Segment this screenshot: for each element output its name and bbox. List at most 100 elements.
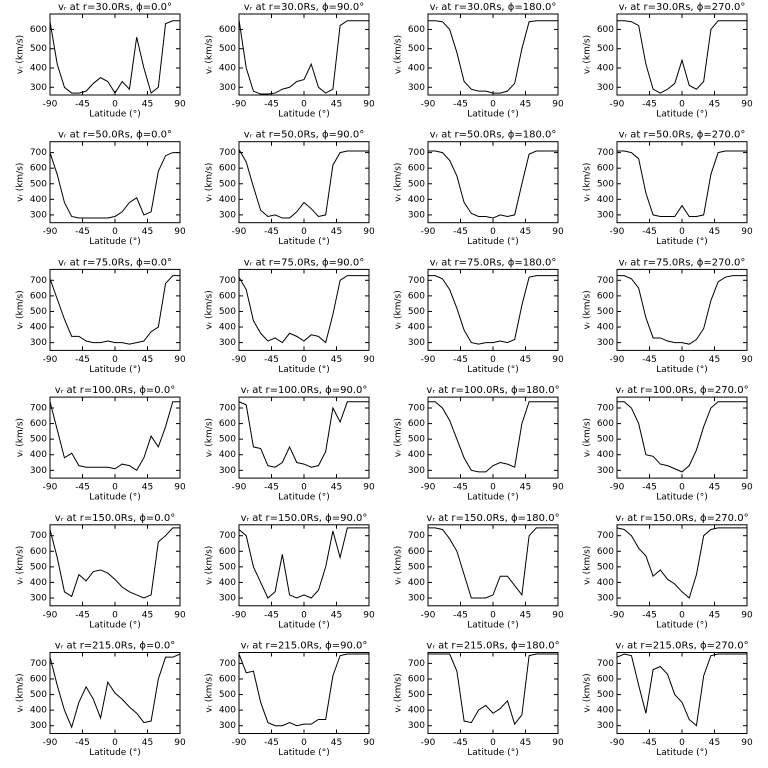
y-tick-label: 500 xyxy=(597,690,614,700)
y-tick-label: 500 xyxy=(597,44,614,54)
chart-title: vᵣ at r=150.0Rs, ϕ=180.0° xyxy=(426,513,559,524)
y-tick-label: 500 xyxy=(219,435,236,445)
data-line xyxy=(616,527,747,599)
plot-frame xyxy=(49,141,181,224)
y-tick-label: 600 xyxy=(408,419,425,429)
plot-frame xyxy=(616,524,748,607)
y-tick-label: 300 xyxy=(30,338,47,348)
y-tick-label: 500 xyxy=(219,690,236,700)
y-tick-label: 300 xyxy=(408,594,425,604)
y-tick-label: 400 xyxy=(219,706,236,716)
x-axis-label: Latitude (°) xyxy=(89,237,140,247)
y-tick-label: 400 xyxy=(408,323,425,333)
x-tick-label: 0 xyxy=(679,227,685,237)
x-tick-label: 90 xyxy=(363,738,375,748)
y-tick-label: 300 xyxy=(219,83,236,93)
y-tick-label: 600 xyxy=(408,164,425,174)
y-tick-label: 700 xyxy=(30,276,47,286)
chart-title: vᵣ at r=100.0Rs, ϕ=180.0° xyxy=(426,385,559,396)
x-tick-label: -90 xyxy=(232,610,247,620)
y-tick-label: 600 xyxy=(219,164,236,174)
x-tick-label: 0 xyxy=(490,355,496,365)
plot-frame xyxy=(238,396,370,479)
y-tick-label: 300 xyxy=(597,594,614,604)
x-tick-label: 45 xyxy=(709,483,720,493)
chart-title: vᵣ at r=215.0Rs, ϕ=270.0° xyxy=(615,641,748,652)
chart-title: vᵣ at r=50.0Rs, ϕ=270.0° xyxy=(619,130,746,141)
y-tick-label: 500 xyxy=(408,435,425,445)
x-tick-label: -45 xyxy=(453,738,468,748)
chart-title: vᵣ at r=30.0Rs, ϕ=90.0° xyxy=(244,2,364,13)
y-tick-label: 500 xyxy=(219,562,236,572)
x-tick-label: -45 xyxy=(642,738,657,748)
y-axis-label: vᵣ (km/s) xyxy=(16,673,26,712)
x-tick-label: 45 xyxy=(331,355,342,365)
y-tick-label: 500 xyxy=(219,307,236,317)
y-axis-label: vᵣ (km/s) xyxy=(583,418,593,457)
chart-title: vᵣ at r=75.0Rs, ϕ=180.0° xyxy=(430,257,557,268)
y-tick-label: 700 xyxy=(30,659,47,669)
x-tick-label: -90 xyxy=(610,355,625,365)
x-tick-label: 0 xyxy=(490,483,496,493)
x-tick-label: -45 xyxy=(642,355,657,365)
x-tick-label: 45 xyxy=(520,483,531,493)
y-tick-label: 500 xyxy=(30,562,47,572)
plot-frame xyxy=(427,268,559,351)
x-tick-label: -45 xyxy=(453,100,468,110)
x-tick-label: 0 xyxy=(490,738,496,748)
chart-title: vᵣ at r=150.0Rs, ϕ=270.0° xyxy=(615,513,748,524)
plot-frame xyxy=(427,141,559,224)
data-line xyxy=(49,653,181,729)
x-tick-label: 90 xyxy=(741,483,753,493)
y-tick-label: 300 xyxy=(219,210,236,220)
plot-frame xyxy=(427,652,559,734)
x-tick-label: -90 xyxy=(43,483,58,493)
x-axis-label: Latitude (°) xyxy=(656,748,707,758)
data-line xyxy=(49,527,180,599)
x-tick-label: -45 xyxy=(75,355,90,365)
x-tick-label: 0 xyxy=(112,355,118,365)
y-tick-label: 700 xyxy=(219,531,236,541)
x-tick-label: 0 xyxy=(679,100,685,110)
y-tick-label: 300 xyxy=(597,721,614,731)
x-tick-label: -45 xyxy=(264,100,279,110)
plot-frame xyxy=(49,524,181,607)
data-line xyxy=(428,20,558,94)
x-tick-label: 0 xyxy=(490,100,496,110)
x-axis-label: Latitude (°) xyxy=(467,748,518,758)
chart-title: vᵣ at r=215.0Rs, ϕ=0.0° xyxy=(55,641,175,652)
y-axis-label: vᵣ (km/s) xyxy=(394,546,404,585)
x-tick-label: 90 xyxy=(552,100,564,110)
chart-title: vᵣ at r=75.0Rs, ϕ=0.0° xyxy=(58,257,172,268)
y-tick-label: 500 xyxy=(597,562,614,572)
x-tick-label: 90 xyxy=(741,100,753,110)
x-tick-label: 0 xyxy=(112,100,118,110)
y-tick-label: 500 xyxy=(30,44,47,54)
x-tick-label: 45 xyxy=(331,100,342,110)
x-tick-label: -45 xyxy=(642,227,657,237)
x-tick-label: 90 xyxy=(741,610,753,620)
x-tick-label: 90 xyxy=(363,355,375,365)
y-tick-label: 300 xyxy=(597,338,614,348)
y-tick-label: 300 xyxy=(30,594,47,604)
x-tick-label: 45 xyxy=(142,610,153,620)
data-line xyxy=(428,401,558,473)
x-tick-label: -90 xyxy=(421,227,436,237)
x-tick-label: -45 xyxy=(642,100,657,110)
y-tick-label: 300 xyxy=(30,210,47,220)
y-axis-label: vᵣ (km/s) xyxy=(205,546,215,585)
chart-title: vᵣ at r=215.0Rs, ϕ=180.0° xyxy=(426,641,559,652)
x-tick-label: 90 xyxy=(363,610,375,620)
y-tick-label: 500 xyxy=(30,690,47,700)
x-tick-label: -45 xyxy=(453,610,468,620)
x-axis-label: Latitude (°) xyxy=(89,493,140,503)
plot-frame xyxy=(238,141,370,224)
x-axis-label: Latitude (°) xyxy=(467,365,518,375)
y-tick-label: 300 xyxy=(597,83,614,93)
y-tick-label: 300 xyxy=(597,466,614,476)
y-tick-label: 600 xyxy=(408,547,425,557)
x-axis-label: Latitude (°) xyxy=(89,365,140,375)
y-tick-label: 600 xyxy=(597,419,614,429)
data-line xyxy=(428,150,558,219)
